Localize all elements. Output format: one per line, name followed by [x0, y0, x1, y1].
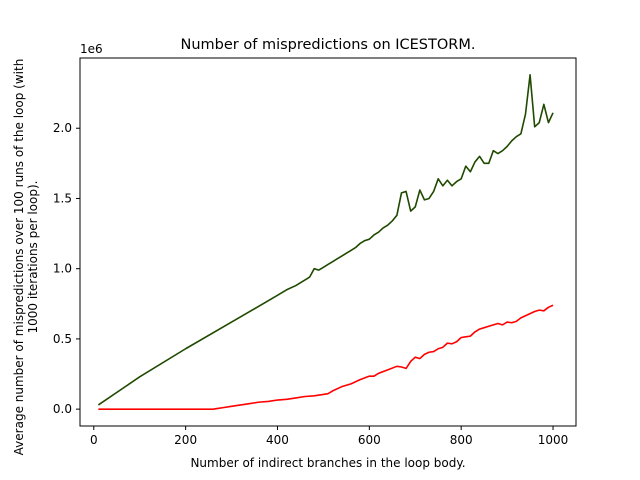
y-tick-label: 1.5 — [53, 191, 72, 205]
series-line-1 — [97, 74, 554, 406]
y-axis-label-line-2: 1000 iterations per loop). — [26, 181, 40, 334]
chart-title: Number of mispredictions on ICESTORM. — [181, 37, 476, 53]
y-tick-label: 0.0 — [53, 402, 72, 416]
x-axis-label: Number of indirect branches in the loop … — [190, 456, 465, 470]
y-tick-label: 1.0 — [53, 262, 72, 276]
x-tick-label: 0 — [90, 433, 98, 447]
ticks-layer: 0 200 400 600 800 1000 0.0 0.5 1.0 1.5 2.0 — [53, 121, 568, 447]
y-axis-label-line-1: Average number of mispredictions over 10… — [12, 59, 26, 456]
x-tick-label: 800 — [450, 433, 473, 447]
series-line-2 — [98, 304, 554, 410]
plot-frame — [79, 57, 577, 427]
x-tick-label: 1000 — [538, 433, 569, 447]
y-axis-label: Average number of mispredictions over 10… — [12, 59, 40, 456]
x-tick-label: 600 — [358, 433, 381, 447]
y-axis-offset-label: 1e6 — [80, 42, 103, 56]
y-tick-label: 0.5 — [53, 332, 72, 346]
x-tick-label: 400 — [266, 433, 289, 447]
series-layer — [97, 74, 554, 410]
y-tick-label: 2.0 — [53, 121, 72, 135]
x-tick-label: 200 — [174, 433, 197, 447]
